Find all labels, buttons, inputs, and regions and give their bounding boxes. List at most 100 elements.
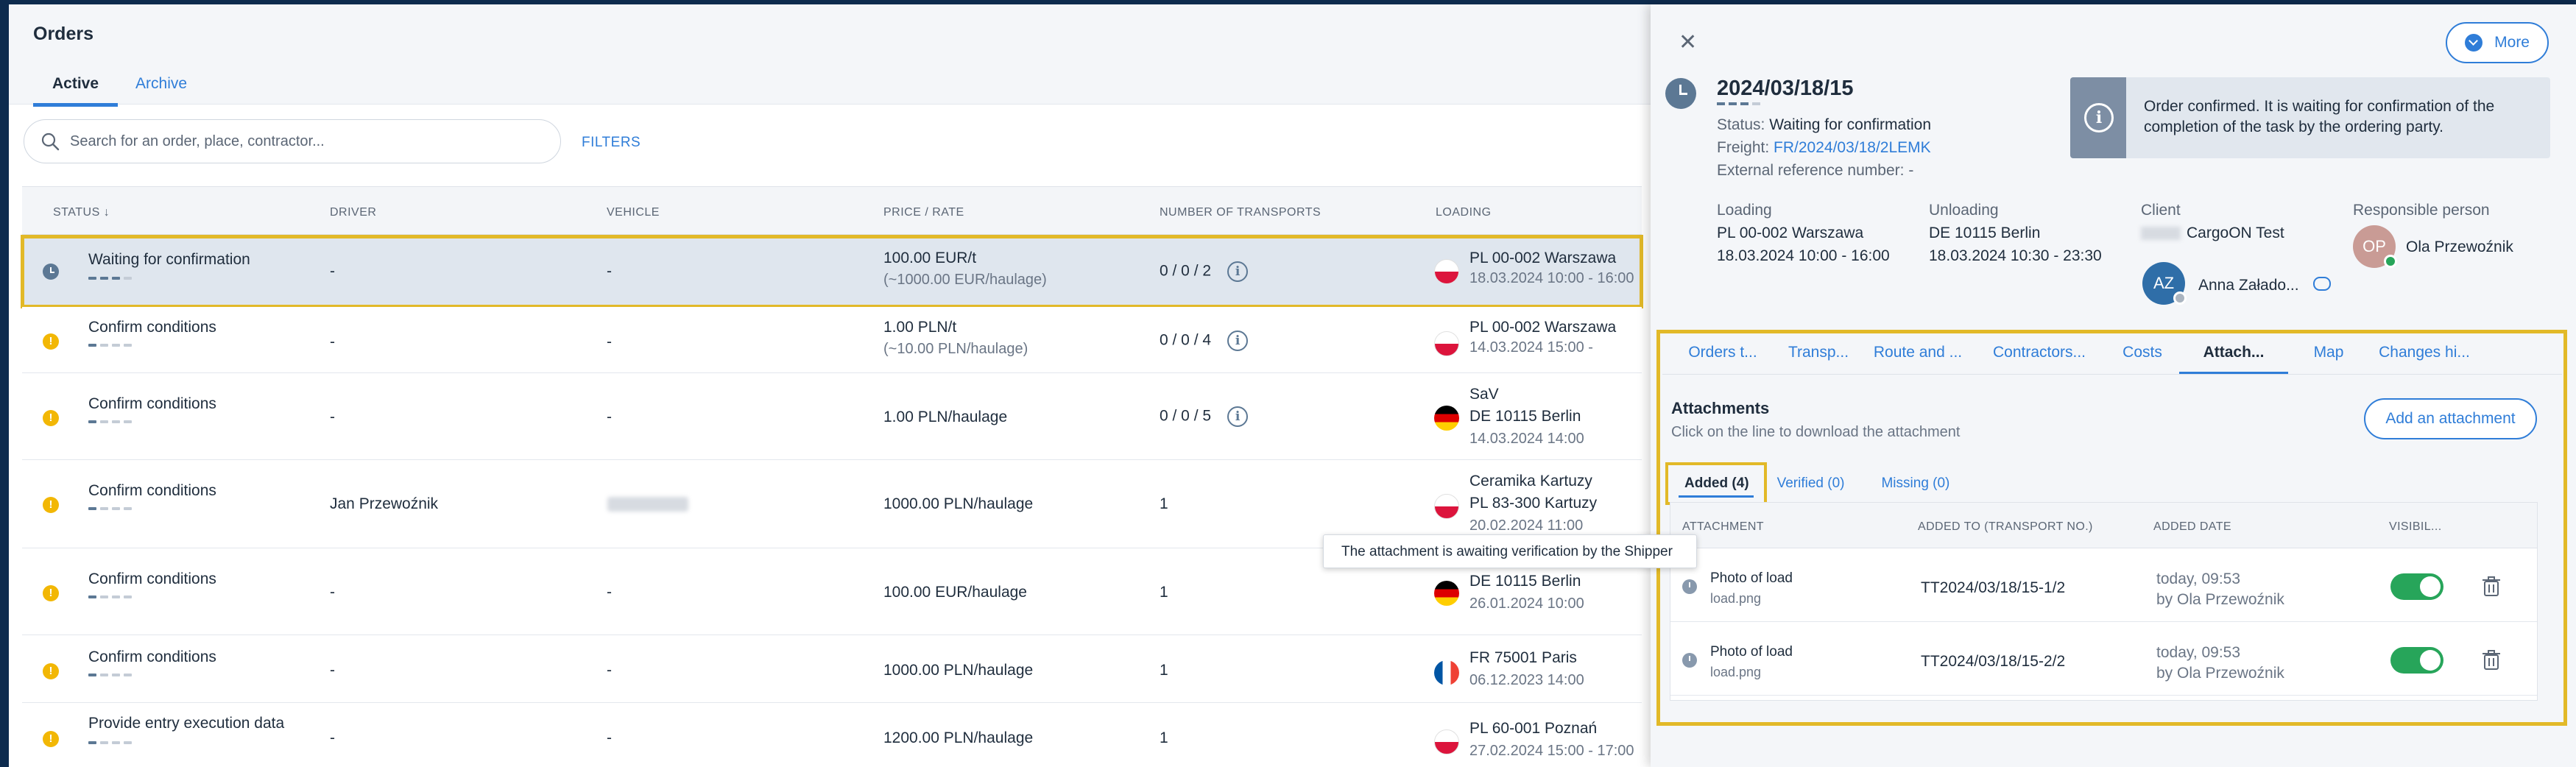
loading-date: 18.03.2024 10:00 - 16:00	[1469, 270, 1634, 286]
chat-icon[interactable]	[2313, 277, 2331, 291]
status-text: Confirm conditions	[88, 482, 216, 499]
transports-cell: 1	[1160, 729, 1168, 746]
tab-attachments[interactable]: Attach...	[2179, 335, 2288, 375]
flag-de-icon	[1434, 406, 1459, 431]
price-cell: 100.00 EUR/haulage	[883, 584, 1027, 601]
attachment-row[interactable]: Photo of load load.png TT2024/03/18/15-1…	[1670, 548, 2537, 622]
tab-contractors[interactable]: Contractors...	[1992, 344, 2086, 361]
info-icon[interactable]: i	[1227, 261, 1249, 282]
table-row[interactable]: Waiting for confirmation - - 100.00 EUR/…	[21, 235, 1643, 308]
warning-icon: !	[43, 333, 59, 350]
loading-place: SaV	[1469, 386, 1499, 403]
loading-place: Ceramika Kartuzy	[1469, 473, 1592, 489]
visibility-toggle[interactable]	[2390, 573, 2443, 600]
trash-icon[interactable]	[2483, 650, 2500, 671]
freight-label: Freight:	[1717, 139, 1770, 156]
info-box: i Order confirmed. It is waiting for con…	[2070, 77, 2550, 158]
responsible-info: Responsible person	[2353, 199, 2490, 222]
vehicle-cell: -	[607, 729, 612, 746]
trash-icon[interactable]	[2483, 576, 2500, 597]
responsible-label: Responsible person	[2353, 202, 2490, 219]
clock-icon	[1665, 78, 1696, 109]
attachment-row[interactable]: Photo of load load.png TT2024/03/18/15-2…	[1670, 622, 2537, 696]
warning-icon: !	[43, 497, 59, 513]
loading-date: 18.03.2024 10:00 - 16:00	[1717, 247, 1890, 264]
price-cell: 1.00 PLN/t (~10.00 PLN/haulage)	[883, 319, 1028, 358]
tab-changes-history[interactable]: Changes hi...	[2379, 344, 2470, 361]
column-header-visibility: VISIBIL...	[2389, 520, 2442, 533]
table-row[interactable]: ! Confirm conditions - - 1.00 PLN/haulag…	[22, 373, 1642, 460]
price-cell: 1000.00 PLN/haulage	[883, 662, 1034, 679]
more-button[interactable]: More	[2446, 22, 2549, 63]
driver-cell: -	[330, 333, 335, 350]
column-header-vehicle: VEHICLE	[607, 206, 660, 219]
column-header-status[interactable]: STATUS ↓	[53, 206, 110, 219]
unloading-date: 18.03.2024 10:30 - 23:30	[1929, 247, 2102, 264]
table-row[interactable]: ! Confirm conditions Jan Przewoźnik 1000…	[22, 460, 1642, 548]
order-freight: Freight: FR/2024/03/18/2LEMK	[1717, 139, 1931, 157]
price-cell: 1200.00 PLN/haulage	[883, 729, 1034, 746]
tab-transports[interactable]: Transp...	[1788, 344, 1849, 361]
search-box[interactable]	[24, 119, 561, 163]
orders-tabs: Active Archive	[33, 71, 205, 107]
price-sub: (~10.00 PLN/haulage)	[883, 341, 1028, 357]
attachment-date: today, 09:53 by Ola Przewoźnik	[2156, 569, 2284, 610]
table-row[interactable]: ! Confirm conditions - - 1.00 PLN/t (~10.…	[22, 307, 1642, 373]
progress-dashes	[88, 277, 132, 280]
subtab-verified[interactable]: Verified (0)	[1776, 476, 1845, 491]
external-reference: External reference number: -	[1717, 162, 1913, 180]
status-label: Status:	[1717, 116, 1765, 133]
table-row[interactable]: ! Confirm conditions - - 1000.00 PLN/hau…	[22, 635, 1642, 703]
subtab-added[interactable]: Added (4)	[1665, 462, 1767, 505]
clock-icon	[1682, 579, 1697, 594]
tab-archive[interactable]: Archive	[135, 75, 188, 92]
filters-button[interactable]: FILTERS	[582, 135, 641, 150]
freight-link[interactable]: FR/2024/03/18/2LEMK	[1774, 139, 1931, 156]
avatar: AZ	[2142, 262, 2187, 305]
price-cell: 1000.00 PLN/haulage	[883, 495, 1034, 512]
unloading-address: DE 10115 Berlin	[1929, 225, 2041, 241]
warning-icon: !	[43, 731, 59, 747]
info-icon: i	[2084, 103, 2114, 132]
added-date: today, 09:53	[2156, 644, 2241, 661]
tab-active[interactable]: Active	[33, 71, 119, 107]
table-row[interactable]: ! Provide entry execution data - - 1200.…	[22, 703, 1642, 767]
detail-tabs: Orders t... Transp... Route and ... Cont…	[1671, 335, 2558, 375]
loading-address: DE 10115 Berlin	[1469, 408, 1581, 425]
warning-icon: !	[43, 410, 59, 426]
flag-de-icon	[1434, 581, 1459, 606]
subtab-missing[interactable]: Missing (0)	[1881, 476, 1950, 491]
column-header-added-to: ADDED TO (TRANSPORT NO.)	[1918, 520, 2093, 533]
tab-orders[interactable]: Orders t...	[1688, 344, 1757, 361]
tab-map[interactable]: Map	[2313, 344, 2344, 361]
tab-route[interactable]: Route and ...	[1873, 344, 1963, 361]
loading-address: PL 60-001 Poznań	[1469, 720, 1598, 737]
close-icon[interactable]: ✕	[1679, 30, 1698, 54]
avatar: OP	[2353, 225, 2397, 268]
tab-costs[interactable]: Costs	[2122, 344, 2162, 361]
loading-address: FR 75001 Paris	[1469, 649, 1577, 666]
column-header-price: PRICE / RATE	[883, 206, 964, 219]
vehicle-redacted	[607, 497, 688, 512]
search-input[interactable]	[70, 127, 541, 155]
attachment-name: Photo of load	[1710, 644, 1793, 660]
loading-cell: PL 00-002 Warszawa 14.03.2024 15:00 -	[1469, 319, 1616, 356]
info-icon[interactable]: i	[1227, 331, 1249, 351]
loading-cell: PL 00-002 Warszawa 18.03.2024 10:00 - 16:…	[1469, 250, 1634, 287]
status-text: Confirm conditions	[88, 395, 216, 412]
price-value: 100.00 EUR/t	[883, 250, 977, 266]
vehicle-cell: -	[607, 584, 612, 601]
attachments-subtitle: Click on the line to download the attach…	[1671, 424, 1961, 440]
visibility-toggle[interactable]	[2390, 647, 2443, 674]
add-attachment-button[interactable]: Add an attachment	[2364, 398, 2537, 439]
chevron-down-icon	[2465, 34, 2483, 52]
added-by: by Ola Przewoźnik	[2156, 591, 2284, 608]
driver-cell: -	[330, 409, 335, 425]
price-cell: 100.00 EUR/t (~1000.00 EUR/haulage)	[883, 250, 1047, 289]
driver-cell: -	[330, 584, 335, 601]
vehicle-cell: -	[607, 662, 612, 679]
price-value: 1.00 PLN/t	[883, 319, 957, 336]
client-name: CargoON Test	[2187, 225, 2284, 241]
loading-cell: Ceramika Kartuzy PL 83-300 Kartuzy 20.02.2…	[1469, 470, 1597, 537]
info-icon[interactable]: i	[1227, 406, 1249, 427]
